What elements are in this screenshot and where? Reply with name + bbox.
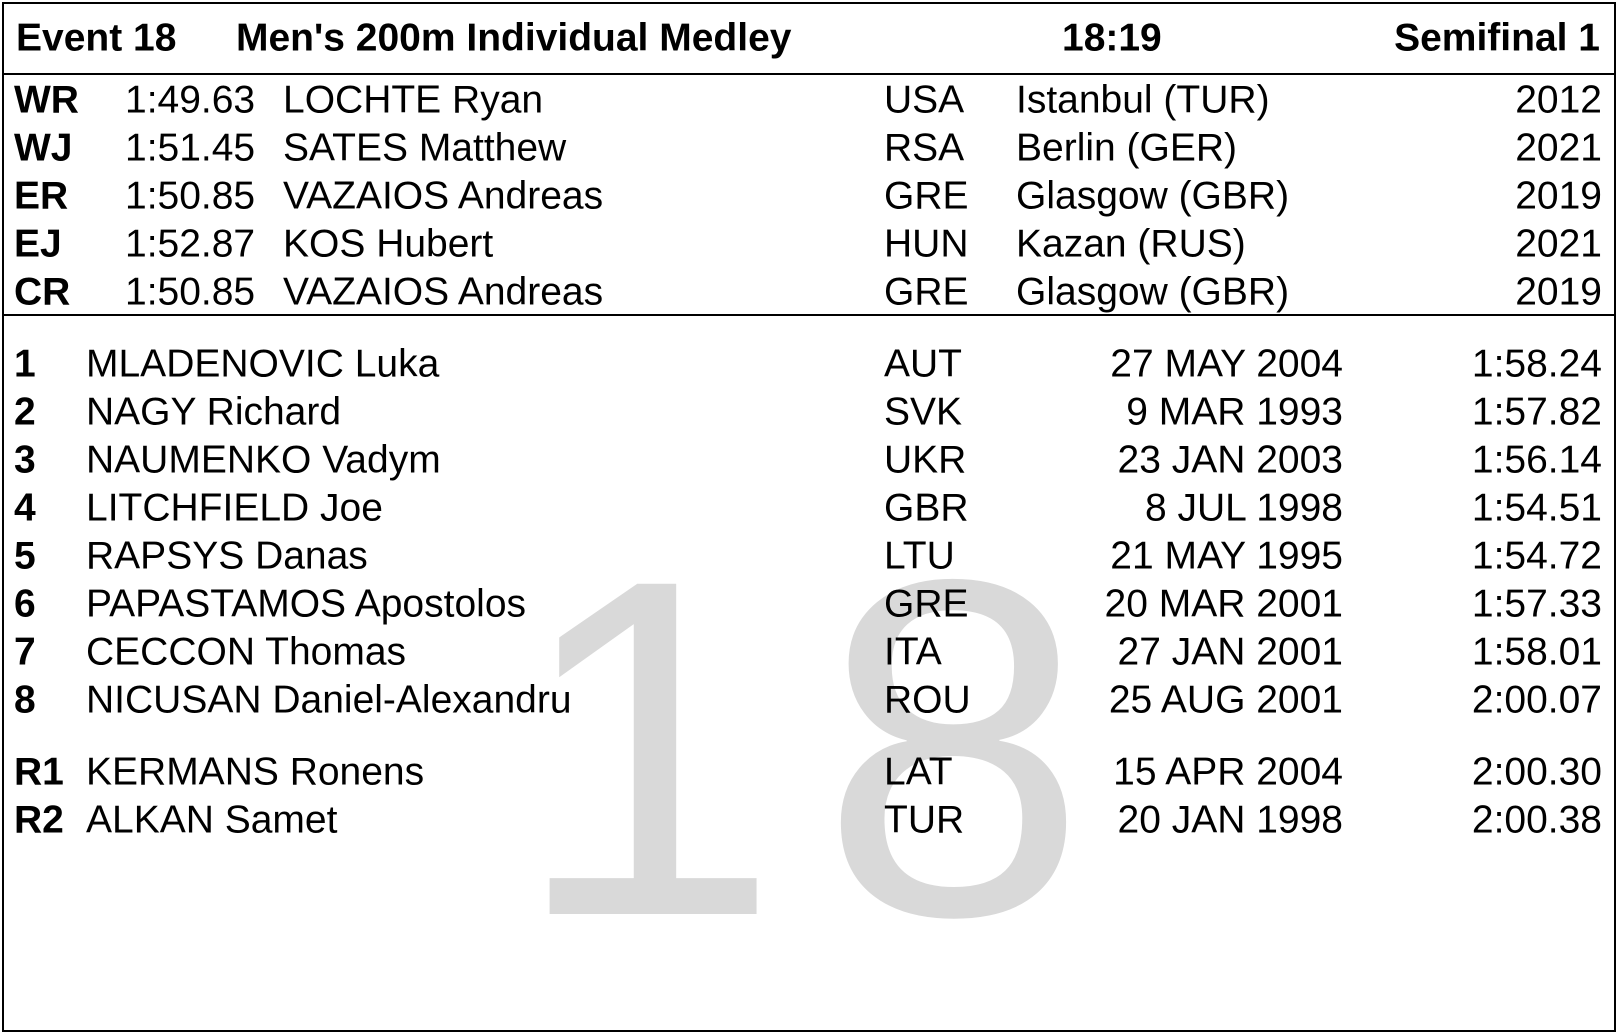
swimmer-name: RAPSYS Danas [86,534,368,578]
record-nation: RSA [884,126,965,170]
lane: 5 [14,534,36,578]
record-time: 1:52.87 [125,222,256,266]
record-code: CR [14,270,71,314]
birth-date: 27 JAN 2001 [1117,630,1344,674]
birth-date: 9 MAR 1993 [1126,390,1343,434]
entry-time: 1:56.14 [1471,438,1602,482]
swimmer-name: NAGY Richard [86,390,342,434]
birth-date: 23 JAN 2003 [1117,438,1344,482]
record-place: Berlin (GER) [1016,126,1238,170]
event-watermark: 18 [513,479,1127,1016]
swimmer-name: PAPASTAMOS Apostolos [86,582,527,626]
lane: 8 [14,678,36,722]
entry-time: 1:57.82 [1471,390,1602,434]
event-number: Event 18 [16,16,177,60]
reserve-code: R1 [14,750,64,794]
record-time: 1:50.85 [125,270,256,314]
record-year: 2019 [1515,270,1602,314]
nation: LAT [884,750,953,794]
lane: 3 [14,438,36,482]
record-time: 1:49.63 [125,78,256,122]
birth-date: 21 MAY 1995 [1110,534,1343,578]
swimmer-name: MLADENOVIC Luka [86,342,440,386]
record-time: 1:51.45 [125,126,256,170]
nation: LTU [884,534,955,578]
record-time: 1:50.85 [125,174,256,218]
swimmer-name: ALKAN Samet [86,798,338,842]
swimmer-name: KERMANS Ronens [86,750,425,794]
record-nation: GRE [884,270,969,314]
swimmer-name: NICUSAN Daniel-Alexandru [86,678,572,722]
birth-date: 20 MAR 2001 [1104,582,1343,626]
birth-date: 8 JUL 1998 [1144,486,1343,530]
record-code: EJ [14,222,62,266]
entry-time: 2:00.38 [1471,798,1602,842]
record-year: 2021 [1515,126,1602,170]
swimmer-name: CECCON Thomas [86,630,407,674]
swimmer-name: LITCHFIELD Joe [86,486,383,530]
lane: 4 [14,486,36,530]
records-rule [2,314,1616,316]
nation: GRE [884,582,969,626]
record-year: 2019 [1515,174,1602,218]
nation: ITA [884,630,942,674]
heat-name: Semifinal 1 [1394,16,1600,60]
entry-time: 1:58.24 [1471,342,1602,386]
birth-date: 27 MAY 2004 [1110,342,1343,386]
record-place: Glasgow (GBR) [1016,270,1290,314]
nation: GBR [884,486,969,530]
record-holder: LOCHTE Ryan [283,78,544,122]
record-nation: GRE [884,174,969,218]
record-holder: VAZAIOS Andreas [283,174,604,218]
reserve-code: R2 [14,798,64,842]
birth-date: 15 APR 2004 [1113,750,1343,794]
record-nation: USA [884,78,965,122]
nation: UKR [884,438,967,482]
lane: 7 [14,630,36,674]
event-title: Men's 200m Individual Medley [236,16,792,60]
record-year: 2012 [1515,78,1602,122]
lane: 2 [14,390,36,434]
entry-time: 2:00.07 [1471,678,1602,722]
record-nation: HUN [884,222,969,266]
event-time: 18:19 [1062,16,1162,60]
record-holder: VAZAIOS Andreas [283,270,604,314]
nation: ROU [884,678,971,722]
entry-time: 2:00.30 [1471,750,1602,794]
record-code: ER [14,174,69,218]
nation: TUR [884,798,965,842]
record-place: Glasgow (GBR) [1016,174,1290,218]
lane: 1 [14,342,36,386]
entry-time: 1:57.33 [1471,582,1602,626]
nation: SVK [884,390,963,434]
entry-time: 1:58.01 [1471,630,1602,674]
nation: AUT [884,342,962,386]
record-code: WR [14,78,79,122]
birth-date: 20 JAN 1998 [1117,798,1344,842]
record-place: Istanbul (TUR) [1016,78,1270,122]
birth-date: 25 AUG 2001 [1108,678,1343,722]
record-year: 2021 [1515,222,1602,266]
lane: 6 [14,582,36,626]
entry-time: 1:54.72 [1471,534,1602,578]
record-code: WJ [14,126,73,170]
swimmer-name: NAUMENKO Vadym [86,438,441,482]
record-holder: KOS Hubert [283,222,494,266]
record-holder: SATES Matthew [283,126,567,170]
header-rule [2,73,1616,75]
record-place: Kazan (RUS) [1016,222,1246,266]
entry-time: 1:54.51 [1471,486,1602,530]
